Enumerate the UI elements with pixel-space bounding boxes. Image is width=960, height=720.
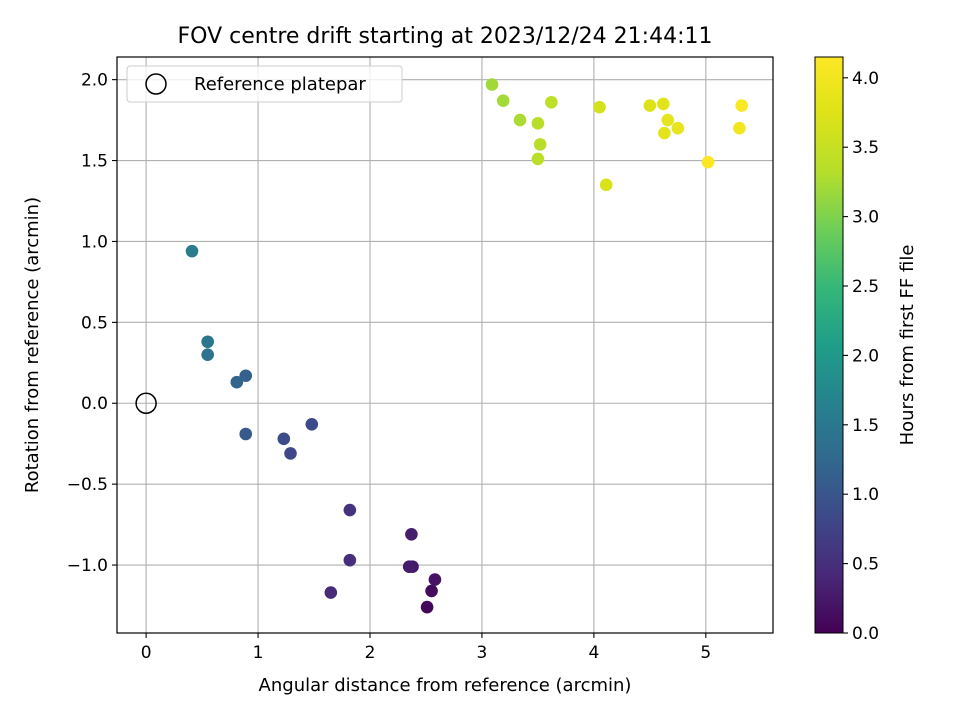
data-points [135, 78, 748, 614]
colorbar-tick-label: 4.0 [852, 69, 879, 89]
y-tick-label: 0.5 [81, 313, 108, 333]
data-point [533, 138, 547, 151]
colorbar-tick-label: 1.5 [852, 416, 879, 436]
data-point [230, 375, 244, 389]
y-tick-label: 1.0 [81, 232, 108, 252]
colorbar-tick-label: 0.5 [852, 555, 879, 575]
x-tick-label: 3 [477, 643, 488, 663]
data-point [658, 126, 671, 140]
data-point [701, 155, 715, 169]
colorbar-label: Hours from first FF file [897, 245, 918, 446]
data-point [201, 348, 214, 362]
data-point [599, 178, 613, 192]
x-tick-label: 4 [588, 643, 599, 663]
x-axis-label: Angular distance from reference (arcmin) [259, 675, 632, 696]
data-point [531, 117, 545, 130]
data-point [656, 97, 670, 111]
colorbar-tick-label: 0.0 [852, 624, 879, 644]
x-tick-label: 1 [253, 643, 264, 663]
legend-box [126, 65, 403, 103]
data-point [343, 553, 357, 567]
data-point [671, 121, 685, 135]
grid-lines [117, 57, 773, 633]
axis-ticks: 0 1 2 3 4 5 −1.0 −0.5 0.0 0.5 1.0 1.5 2.0 [67, 71, 712, 663]
legend: Reference platepar [126, 65, 403, 103]
colorbar-ticks: 0.0 0.5 1.0 1.5 2.0 2.5 3.0 3.5 4.0 [843, 69, 879, 644]
data-point [402, 560, 416, 573]
colorbar-tick-label: 2.5 [852, 277, 879, 297]
data-point [496, 94, 510, 107]
data-point [513, 113, 527, 127]
data-point [324, 586, 338, 599]
colorbar-tick-label: 1.0 [852, 485, 879, 505]
data-point [661, 113, 675, 127]
data-point [405, 528, 418, 541]
y-tick-label: 2.0 [81, 71, 108, 91]
chart-title: FOV centre drift starting at 2023/12/24 … [178, 24, 713, 49]
data-point [545, 96, 558, 109]
data-point [343, 503, 357, 517]
data-point [305, 417, 319, 431]
data-point [420, 600, 434, 614]
y-tick-label: −0.5 [67, 475, 108, 495]
legend-label: Reference platepar [194, 74, 366, 95]
data-point [428, 573, 442, 586]
x-tick-label: 5 [700, 643, 711, 663]
data-point [643, 99, 657, 112]
data-point [593, 100, 606, 114]
data-point [733, 121, 746, 135]
x-tick-label: 2 [365, 643, 376, 663]
y-tick-label: 0.0 [81, 394, 108, 414]
data-point [277, 432, 291, 446]
colorbar-tick-label: 3.0 [852, 208, 879, 228]
data-point [185, 244, 199, 258]
x-tick-label: 0 [141, 643, 152, 663]
colorbar: 0.0 0.5 1.0 1.5 2.0 2.5 3.0 3.5 4.0 Hours from f… [814, 56, 918, 644]
colorbar-gradient [814, 56, 844, 634]
data-point [284, 447, 297, 460]
plot-frame [116, 56, 774, 634]
colorbar-tick-label: 2.0 [852, 346, 879, 366]
data-point [735, 99, 748, 112]
y-axis-label: Rotation from reference (arcmin) [22, 197, 43, 493]
data-point [531, 152, 545, 166]
data-point [239, 369, 253, 383]
data-point [425, 584, 438, 598]
y-tick-label: −1.0 [67, 556, 108, 576]
data-point [239, 427, 253, 441]
colorbar-tick-label: 3.5 [852, 138, 879, 158]
legend-marker-open-circle [145, 73, 167, 95]
reference-platepar-marker [135, 392, 157, 414]
data-point [485, 78, 499, 91]
data-point [201, 335, 214, 349]
y-tick-label: 1.5 [81, 152, 108, 172]
